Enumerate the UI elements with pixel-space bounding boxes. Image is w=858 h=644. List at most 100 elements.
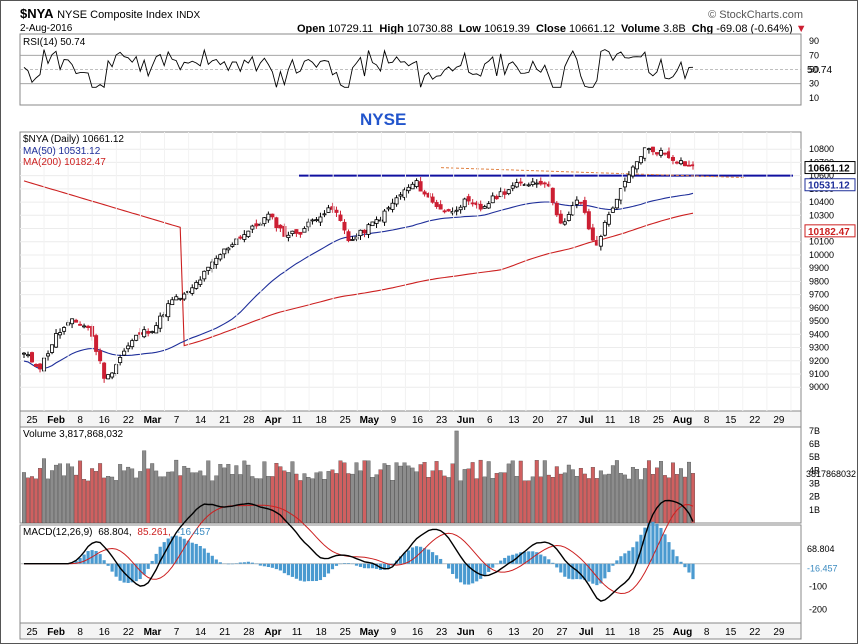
candle <box>686 164 691 167</box>
candle <box>226 247 231 251</box>
macd-histogram-bar <box>519 552 523 564</box>
change-value: -69.08 (-0.64%) <box>716 23 793 35</box>
volume-bar <box>182 466 187 524</box>
macd-histogram-bar <box>370 563 375 569</box>
candle <box>214 257 219 265</box>
candle <box>554 202 559 216</box>
volume-title: Volume 3,817,868,032 <box>23 429 124 440</box>
volume-bar <box>434 461 439 524</box>
macd-histogram-bar <box>451 563 455 574</box>
candle <box>558 213 563 224</box>
candle <box>58 332 63 336</box>
date-tick-label: 11 <box>292 415 303 426</box>
volume-bar <box>146 468 151 524</box>
macd-histogram-bar <box>435 555 439 564</box>
symbol-line: $NYA NYSE Composite Index INDX <box>20 6 200 21</box>
volume-bar <box>242 460 247 524</box>
candle <box>346 231 351 242</box>
volume-bar <box>190 472 195 524</box>
volume-bar <box>418 464 423 524</box>
candle <box>30 352 35 363</box>
volume-bar <box>634 468 639 524</box>
candle <box>38 363 43 370</box>
date-tick-label: Jul <box>579 415 594 426</box>
volume-bar <box>466 468 471 524</box>
candle <box>622 180 627 188</box>
candle <box>170 299 175 306</box>
volume-bar <box>42 458 46 524</box>
macd-histogram-bar <box>495 563 499 565</box>
candle <box>206 266 211 271</box>
candle <box>306 221 311 228</box>
volume-bar <box>378 469 383 524</box>
candle <box>402 189 407 198</box>
volume-bar <box>270 476 275 524</box>
candle <box>602 221 607 236</box>
candle <box>530 181 535 185</box>
macd-histogram-bar <box>190 542 194 564</box>
volume-bar <box>550 477 555 524</box>
macd-histogram-bar <box>94 550 98 564</box>
volume-bar <box>122 470 127 524</box>
candle <box>270 213 275 218</box>
volume-tick-label: 5B <box>809 452 820 462</box>
volume-bar <box>166 471 171 524</box>
volume-bar <box>154 470 159 524</box>
volume-bar <box>642 468 647 524</box>
macd-histogram-bar <box>374 563 379 569</box>
macd-histogram-bar <box>242 562 246 564</box>
macd-histogram-bar <box>631 547 635 564</box>
macd-histogram-bar <box>150 560 154 564</box>
candle <box>650 146 655 153</box>
candle <box>286 234 291 239</box>
volume-bar <box>130 468 135 524</box>
price-axis-label: 10531.12 <box>808 181 850 192</box>
macd-histogram-bar <box>386 563 391 569</box>
volume-bar <box>606 473 611 524</box>
macd-histogram-bar <box>491 563 495 568</box>
candle <box>542 182 547 185</box>
candle <box>62 327 67 332</box>
volume-bar <box>691 473 695 524</box>
candle <box>362 229 367 234</box>
macd-histogram-bar <box>106 563 110 566</box>
macd-histogram-bar <box>126 563 130 583</box>
candle <box>518 181 523 184</box>
low-value: 10619.39 <box>483 23 530 35</box>
candle <box>222 248 227 255</box>
candle <box>406 186 411 192</box>
candle <box>154 325 159 334</box>
volume-bar <box>534 460 539 524</box>
macd-histogram-bar <box>166 538 170 564</box>
candle <box>54 333 59 348</box>
macd-line <box>24 499 694 602</box>
volume-tick-label: 6B <box>809 439 820 449</box>
macd-histogram-bar <box>487 563 491 572</box>
date-tick-label: 16 <box>99 627 111 638</box>
date-tick-label: 8 <box>77 415 83 426</box>
candle <box>590 227 595 241</box>
volume-bar <box>614 460 619 524</box>
date-tick-label: 25 <box>340 415 352 426</box>
date-tick-label: 15 <box>725 415 737 426</box>
macd-histogram-bar <box>182 538 186 564</box>
candle <box>450 211 455 214</box>
date-tick-label: 21 <box>219 627 231 638</box>
volume-bar <box>590 467 595 524</box>
macd-histogram-bar <box>414 546 419 564</box>
volume-bar <box>158 476 163 524</box>
trend-line <box>440 167 747 179</box>
volume-bar <box>566 464 571 524</box>
volume-bar <box>402 462 407 524</box>
macd-histogram-bar <box>539 554 543 564</box>
candle <box>118 356 123 364</box>
macd-histogram-bar <box>483 563 487 576</box>
candle <box>510 185 515 189</box>
candle <box>438 204 443 210</box>
candle <box>422 191 427 195</box>
volume-bar <box>622 474 627 524</box>
price-axis-label: 10182.47 <box>808 227 850 238</box>
macd-histogram-bar <box>587 563 591 582</box>
date-tick-label: 7 <box>174 415 180 426</box>
